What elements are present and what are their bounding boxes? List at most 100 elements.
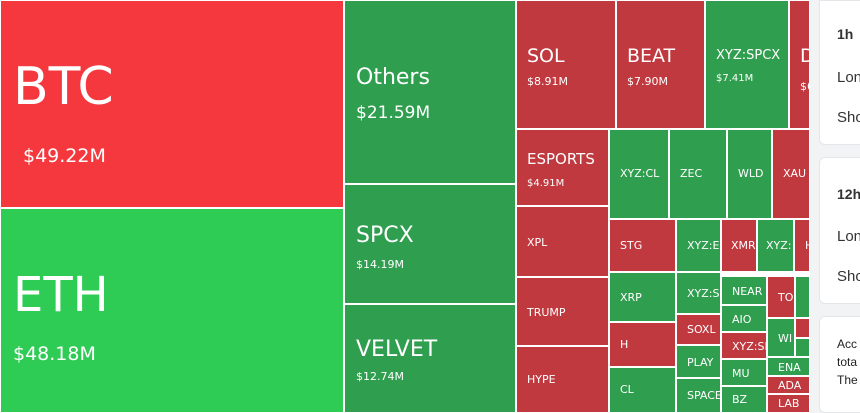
tile-symbol: TO bbox=[778, 291, 794, 304]
tile-symbol: XAU bbox=[783, 167, 807, 180]
info-line-1: Acc bbox=[837, 337, 858, 351]
tile-xyz-s[interactable]: XYZ:S bbox=[676, 272, 721, 314]
tile-volume: $8.91M bbox=[527, 75, 568, 88]
tile-symbol: ADA bbox=[778, 379, 802, 392]
tile-bz[interactable]: BZ bbox=[721, 386, 767, 413]
tile-eth[interactable]: ETH $48.18M bbox=[0, 208, 344, 413]
tile-zec[interactable]: ZEC bbox=[669, 129, 727, 219]
tile-xmr[interactable]: XMR bbox=[721, 219, 757, 272]
tile-symbol: ESPORTS bbox=[527, 150, 595, 168]
tile-symbol: XPL bbox=[527, 236, 548, 249]
tile-symbol: H bbox=[805, 240, 809, 251]
tile-aio[interactable]: AIO bbox=[721, 305, 767, 332]
tile-volume: $49.22M bbox=[23, 145, 106, 167]
tile-velvet[interactable]: VELVET $12.74M bbox=[344, 304, 516, 413]
volume-treemap: BTC $49.22M ETH $48.18M Others $21.59M S… bbox=[0, 0, 810, 413]
tile-volume: $48.18M bbox=[13, 343, 96, 365]
tile-small[interactable] bbox=[795, 338, 810, 357]
info-card: Acc tota The bbox=[819, 316, 860, 413]
tile-symbol: LAB bbox=[778, 397, 800, 410]
tile-wi[interactable]: WI bbox=[767, 318, 795, 357]
tile-xyz[interactable]: XYZ: bbox=[757, 219, 794, 272]
short-label: Sho bbox=[837, 268, 860, 285]
tile-to[interactable]: TO bbox=[767, 276, 795, 318]
tile-symbol: TRUMP bbox=[527, 306, 566, 319]
tile-small[interactable] bbox=[795, 276, 810, 318]
info-line-2: tota bbox=[837, 355, 858, 369]
tile-d[interactable]: D $6 bbox=[789, 0, 810, 129]
tile-xau[interactable]: XAU bbox=[772, 129, 810, 219]
tile-symbol: SPACE bbox=[687, 389, 721, 402]
tile-symbol: XRP bbox=[620, 291, 642, 304]
tile-symbol: XYZ:SPCX bbox=[716, 48, 781, 63]
timeframe-card-12h[interactable]: 12h Lon Sho bbox=[819, 157, 860, 304]
tile-xyz-e[interactable]: XYZ:E bbox=[676, 219, 721, 272]
tile-symbol: XYZ:S bbox=[687, 287, 720, 300]
card-title: 1h bbox=[837, 26, 854, 42]
side-panel: 1h Lon Sho 12h Lon Sho Acc tota The bbox=[810, 0, 860, 413]
tile-mu[interactable]: MU bbox=[721, 359, 767, 386]
tile-lab[interactable]: LAB bbox=[767, 394, 810, 413]
tile-symbol: XYZ:CL bbox=[620, 167, 660, 180]
tile-esports[interactable]: ESPORTS $4.91M bbox=[516, 129, 609, 206]
tile-symbol: VELVET bbox=[356, 337, 438, 362]
tile-symbol: XMR bbox=[731, 239, 756, 252]
long-label: Lon bbox=[837, 228, 860, 245]
tile-beat[interactable]: BEAT $7.90M bbox=[616, 0, 705, 129]
tile-volume: $21.59M bbox=[356, 103, 431, 123]
tile-symbol: SOL bbox=[527, 45, 565, 67]
tile-small[interactable] bbox=[795, 318, 810, 338]
tile-h-right[interactable]: H bbox=[794, 219, 810, 272]
tile-xyz-spcx[interactable]: XYZ:SPCX $7.41M bbox=[705, 0, 789, 129]
tile-spcx[interactable]: SPCX $14.19M bbox=[344, 184, 516, 304]
tile-xyz-cl[interactable]: XYZ:CL bbox=[609, 129, 669, 219]
tile-h-left[interactable]: H bbox=[609, 322, 676, 367]
tile-ena[interactable]: ENA bbox=[767, 357, 810, 376]
tile-trump[interactable]: TRUMP bbox=[516, 277, 609, 346]
timeframe-card-1h[interactable]: 1h Lon Sho bbox=[819, 0, 860, 145]
tile-volume: $7.90M bbox=[627, 75, 668, 88]
tile-symbol: BZ bbox=[732, 393, 748, 406]
tile-space[interactable]: SPACE bbox=[676, 378, 721, 413]
tile-symbol: NEAR bbox=[732, 285, 763, 298]
tile-soxl[interactable]: SOXL bbox=[676, 314, 721, 345]
long-label: Lon bbox=[837, 69, 860, 86]
tile-symbol: HYPE bbox=[527, 373, 556, 386]
tile-symbol: STG bbox=[620, 239, 643, 252]
tile-symbol: ENA bbox=[778, 361, 801, 374]
tile-symbol: XYZ:E bbox=[687, 239, 720, 252]
tile-symbol: SOXL bbox=[687, 323, 716, 336]
tile-symbol: MU bbox=[732, 367, 750, 380]
tile-symbol: BEAT bbox=[627, 45, 676, 67]
tile-symbol: H bbox=[620, 338, 629, 351]
tile-symbol: PLAY bbox=[687, 356, 714, 369]
tile-hype[interactable]: HYPE bbox=[516, 346, 609, 413]
tile-symbol: XYZ: bbox=[766, 239, 792, 252]
tile-cl[interactable]: CL bbox=[609, 367, 676, 413]
tile-near[interactable]: NEAR bbox=[721, 276, 767, 305]
card-title: 12h bbox=[837, 186, 860, 202]
tile-ada[interactable]: ADA bbox=[767, 376, 810, 394]
tile-wld[interactable]: WLD bbox=[727, 129, 772, 219]
short-label: Sho bbox=[837, 109, 860, 126]
info-line-3: The bbox=[837, 373, 858, 387]
tile-volume: $6 bbox=[800, 80, 809, 93]
tile-symbol: SPCX bbox=[356, 223, 414, 248]
tile-symbol: ZEC bbox=[680, 167, 703, 180]
tile-symbol: WI bbox=[778, 332, 793, 345]
tile-volume: $7.41M bbox=[716, 73, 754, 84]
tile-xpl[interactable]: XPL bbox=[516, 206, 609, 277]
tile-sol[interactable]: SOL $8.91M bbox=[516, 0, 616, 129]
tile-others[interactable]: Others $21.59M bbox=[344, 0, 516, 184]
tile-symbol: BTC bbox=[13, 57, 114, 117]
tile-symbol: WLD bbox=[738, 167, 764, 180]
tile-symbol: Others bbox=[356, 65, 430, 90]
tile-play[interactable]: PLAY bbox=[676, 345, 721, 378]
tile-volume: $12.74M bbox=[356, 370, 404, 383]
tile-btc[interactable]: BTC $49.22M bbox=[0, 0, 344, 208]
tile-stg[interactable]: STG bbox=[609, 219, 676, 272]
tile-volume: $14.19M bbox=[356, 258, 404, 271]
tile-symbol: ETH bbox=[13, 267, 109, 323]
tile-xyz-si[interactable]: XYZ:SI bbox=[721, 332, 767, 359]
tile-xrp[interactable]: XRP bbox=[609, 272, 676, 322]
